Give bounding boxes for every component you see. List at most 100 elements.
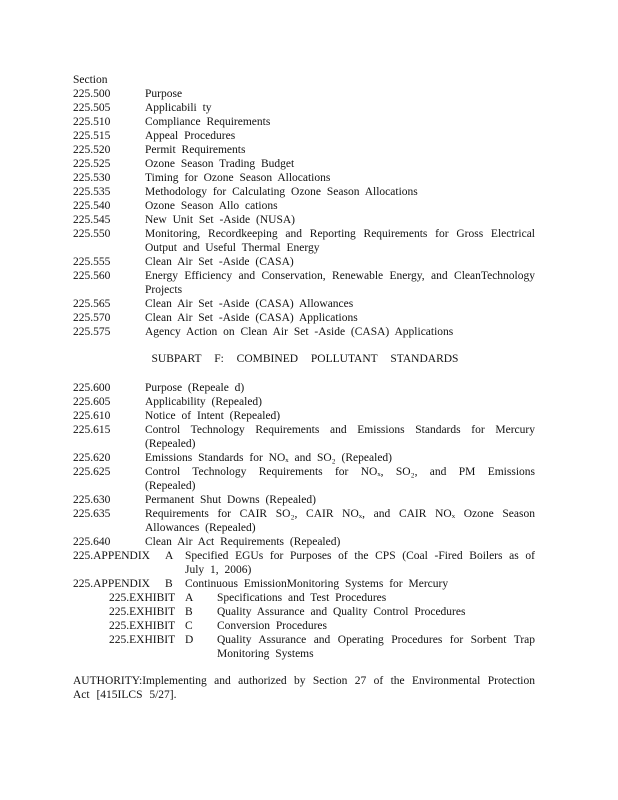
entry-number: 225.535 <box>73 186 111 198</box>
section-entry: 225.535 Methodology for Calculating Ozone… <box>73 185 535 199</box>
entry-title: Clean Air Set -Aside (CASA) Applications <box>145 312 358 324</box>
entry-number: 225.635 <box>73 508 111 520</box>
entry-number: 225.APPENDIX <box>73 578 150 590</box>
entry-title: Monitoring, Recordkeeping and Reporting … <box>145 228 535 254</box>
section-entry: 225.545 New Unit Set -Aside (NUSA) <box>73 213 535 227</box>
entry-number: 225.575 <box>73 326 111 338</box>
subpart-section-list: 225.600 Purpose (Repeale d) 225.605 Applica… <box>73 381 535 549</box>
entry-title: Appeal Procedures <box>145 130 236 142</box>
entry-number: 225.500 <box>73 88 111 100</box>
section-entry: 225.625 Control Technology Requirements f… <box>73 465 535 493</box>
entry-number: 225.EXHIBIT <box>109 592 176 604</box>
section-entry: 225.635 Requirements for CAIR SO₂, CAIR N… <box>73 507 535 535</box>
entry-title: Requirements for CAIR SO₂, CAIR NOₓ, and… <box>145 508 535 534</box>
exhibit-entry: 225.EXHIBIT B Quality Assurance and Qualit… <box>73 605 535 619</box>
entry-title: Ozone Season Trading Budget <box>145 158 295 170</box>
section-entry: 225.640 Clean Air Act Requirements (Repea… <box>73 535 535 549</box>
entry-title: Clean Air Act Requirements (Repealed) <box>145 536 341 548</box>
document-page: Section 225.500 Purpose 225.505 Applicabili… <box>73 73 535 702</box>
entry-letter: B <box>165 578 173 590</box>
entry-number: 225.600 <box>73 382 111 394</box>
entry-number: 225.640 <box>73 536 111 548</box>
entry-number: 225.610 <box>73 410 111 422</box>
section-entry: 225.555 Clean Air Set -Aside (CASA) <box>73 255 535 269</box>
entry-letter: A <box>185 592 194 604</box>
section-entry: 225.600 Purpose (Repeale d) <box>73 381 535 395</box>
section-entry: 225.500 Purpose <box>73 87 535 101</box>
entry-title: Continuous EmissionMonitoring Systems fo… <box>185 578 449 590</box>
section-entry: 225.575 Agency Action on Clean Air Set -A… <box>73 325 535 339</box>
entry-title: Clean Air Set -Aside (CASA) Allowances <box>145 298 354 310</box>
section-entry: 225.565 Clean Air Set -Aside (CASA) Allow… <box>73 297 535 311</box>
section-entry: 225.610 Notice of Intent (Repealed) <box>73 409 535 423</box>
entry-title: Purpose (Repeale d) <box>145 382 245 394</box>
entry-number: 225.515 <box>73 130 111 142</box>
entry-number: 225.620 <box>73 452 111 464</box>
section-entry: 225.570 Clean Air Set -Aside (CASA) Appli… <box>73 311 535 325</box>
entry-number: 225.570 <box>73 312 111 324</box>
entry-number: 225.EXHIBIT <box>109 634 176 646</box>
section-entry: 225.510 Compliance Requirements <box>73 115 535 129</box>
entry-number: 225.EXHIBIT <box>109 606 176 618</box>
entry-number: 225.APPENDIX <box>73 550 150 562</box>
entry-title: Permanent Shut Downs (Repealed) <box>145 494 316 506</box>
entry-title: Ozone Season Allo cations <box>145 200 278 212</box>
section-entry: 225.505 Applicabili ty <box>73 101 535 115</box>
entry-title: Agency Action on Clean Air Set -Aside (C… <box>145 326 454 338</box>
exhibit-entry: 225.EXHIBIT C Conversion Procedures <box>73 619 535 633</box>
entry-number: 225.565 <box>73 298 111 310</box>
entry-letter: B <box>185 606 193 618</box>
entry-number: 225.540 <box>73 200 111 212</box>
entry-title: Control Technology Requirements for NOₓ,… <box>145 466 535 492</box>
entry-title: Timing for Ozone Season Allocations <box>145 172 331 184</box>
entry-number: 225.630 <box>73 494 111 506</box>
section-entry: 225.530 Timing for Ozone Season Allocatio… <box>73 171 535 185</box>
appendix-list: 225.APPENDIX A Specified EGUs for Purposes… <box>73 549 535 591</box>
section-entry: 225.615 Control Technology Requirements a… <box>73 423 535 451</box>
entry-title: Specifications and Test Procedures <box>217 592 387 604</box>
entry-title: Quality Assurance and Quality Control Pr… <box>217 606 466 618</box>
entry-letter: D <box>185 634 194 646</box>
section-entry: 225.620 Emissions Standards for NOₓ and S… <box>73 451 535 465</box>
entry-title: Emissions Standards for NOₓ and SO₂ (Rep… <box>145 452 393 464</box>
section-entry: 225.630 Permanent Shut Downs (Repealed) <box>73 493 535 507</box>
entry-title: Quality Assurance and Operating Procedur… <box>217 634 535 660</box>
entry-title: Applicability (Repealed) <box>145 396 263 408</box>
entry-title: Energy Efficiency and Conservation, Rene… <box>145 270 535 296</box>
entry-number: 225.545 <box>73 214 111 226</box>
entry-title: New Unit Set -Aside (NUSA) <box>145 214 295 226</box>
section-entry: 225.540 Ozone Season Allo cations <box>73 199 535 213</box>
section-list: 225.500 Purpose 225.505 Applicabili ty 225.5… <box>73 87 535 339</box>
entry-number: 225.505 <box>73 102 111 114</box>
entry-number: 225.510 <box>73 116 111 128</box>
entry-title: Applicabili ty <box>145 102 212 114</box>
subpart-heading: SUBPART F: COMBINED POLLUTANT STANDARDS <box>151 353 459 365</box>
section-entry: 225.550 Monitoring, Recordkeeping and Rep… <box>73 227 535 255</box>
appendix-entry: 225.APPENDIX A Specified EGUs for Purposes… <box>73 549 535 577</box>
entry-title: Conversion Procedures <box>217 620 327 632</box>
section-header: Section <box>73 74 108 86</box>
entry-title: Compliance Requirements <box>145 116 271 128</box>
entry-number: 225.625 <box>73 466 111 478</box>
section-entry: 225.515 Appeal Procedures <box>73 129 535 143</box>
entry-number: 225.615 <box>73 424 111 436</box>
exhibit-list: 225.EXHIBIT A Specifications and Test Proc… <box>73 591 535 661</box>
entry-title: Purpose <box>145 88 183 100</box>
entry-number: 225.530 <box>73 172 111 184</box>
entry-letter: C <box>185 620 193 632</box>
entry-number: 225.EXHIBIT <box>109 620 176 632</box>
entry-title: Control Technology Requirements and Emis… <box>145 424 535 450</box>
exhibit-entry: 225.EXHIBIT D Quality Assurance and Operat… <box>73 633 535 661</box>
entry-number: 225.550 <box>73 228 111 240</box>
appendix-entry: 225.APPENDIX B Continuous EmissionMonitori… <box>73 577 535 591</box>
section-entry: 225.605 Applicability (Repealed) <box>73 395 535 409</box>
entry-title: Notice of Intent (Repealed) <box>145 410 281 422</box>
entry-number: 225.525 <box>73 158 111 170</box>
authority-note: AUTHORITY:Implementing and authorized by… <box>73 675 535 701</box>
section-entry: 225.560 Energy Efficiency and Conservatio… <box>73 269 535 297</box>
entry-number: 225.605 <box>73 396 111 408</box>
section-entry: 225.525 Ozone Season Trading Budget <box>73 157 535 171</box>
section-entry: 225.520 Permit Requirements <box>73 143 535 157</box>
entry-letter: A <box>165 550 174 562</box>
entry-title: Specified EGUs for Purposes of the CPS (… <box>185 550 535 576</box>
